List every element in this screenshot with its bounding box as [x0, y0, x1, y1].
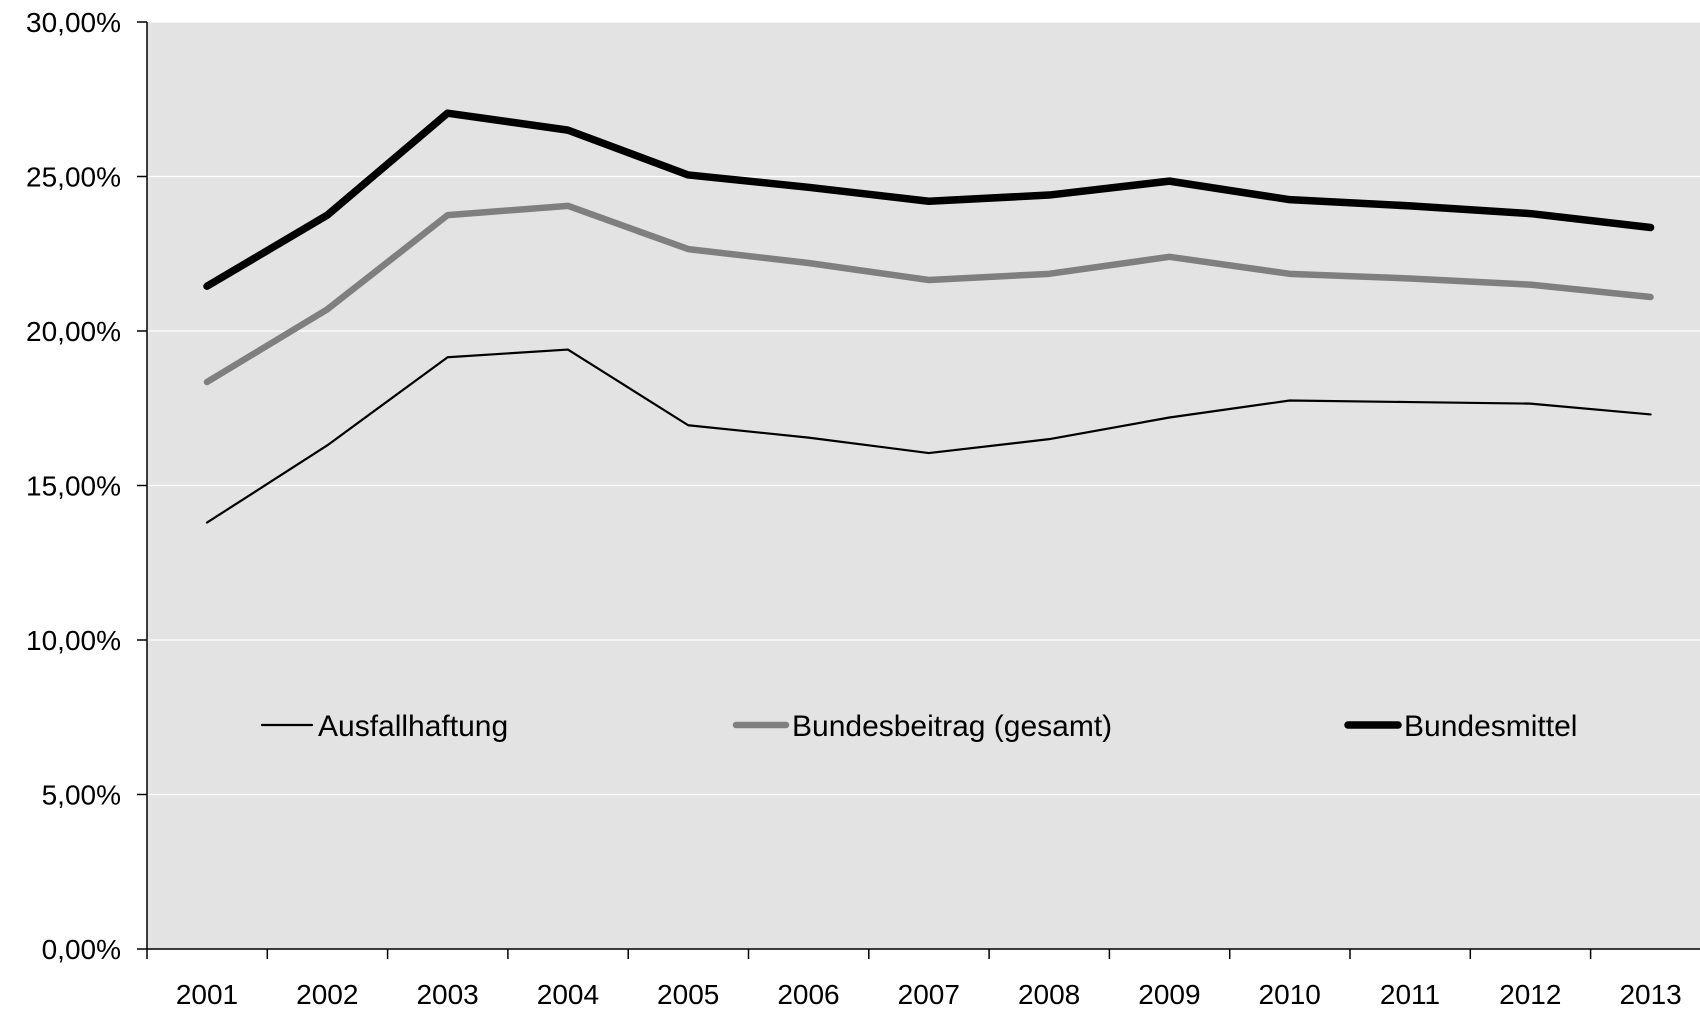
y-axis-ticks: 0,00% 5,00% 10,00% 15,00% 20,00% 25,00% 30,00%: [26, 7, 147, 965]
x-tick-label: 2008: [1018, 979, 1080, 1010]
gridlines: [147, 21, 1700, 796]
y-tick-label: 15,00%: [26, 471, 121, 502]
y-tick-label: 20,00%: [26, 316, 121, 347]
x-tick-label: 2001: [176, 979, 238, 1010]
y-tick-label: 10,00%: [26, 625, 121, 656]
series-lines: [203, 109, 1655, 524]
series-line-ausfallhaftung: [205, 348, 1652, 524]
x-tick-label: 2007: [898, 979, 960, 1010]
x-tick-label: 2005: [657, 979, 719, 1010]
x-tick-label: 2012: [1499, 979, 1561, 1010]
x-tick-label: 2009: [1138, 979, 1200, 1010]
x-tick-label: 2010: [1259, 979, 1321, 1010]
legend-label-bundesmittel: Bundesmittel: [1404, 710, 1577, 743]
x-tick-label: 2004: [537, 979, 599, 1010]
y-tick-label: 30,00%: [26, 7, 121, 38]
y-tick-label: 25,00%: [26, 162, 121, 193]
x-tick-label: 2011: [1380, 979, 1440, 1010]
series-line-bundesbeitrag-gesamt: [203, 202, 1654, 386]
legend-label-ausfallhaftung: Ausfallhaftung: [318, 710, 508, 743]
series-line-bundesmittel: [203, 109, 1655, 290]
x-tick-label: 2003: [416, 979, 478, 1010]
x-axis-ticks: 2001 2002 2003 2004 2005 2006 2007 2008 2009 2010…: [146, 949, 1682, 1010]
legend: Ausfallhaftung Bundesbeitrag (gesamt) Bund…: [260, 710, 1577, 743]
legend-label-bundesbeitrag-gesamt: Bundesbeitrag (gesamt): [792, 710, 1112, 743]
x-tick-label: 2013: [1619, 979, 1681, 1010]
y-tick-label: 0,00%: [42, 934, 121, 965]
y-tick-label: 5,00%: [42, 780, 121, 811]
x-tick-label: 2002: [296, 979, 358, 1010]
x-tick-label: 2006: [777, 979, 839, 1010]
